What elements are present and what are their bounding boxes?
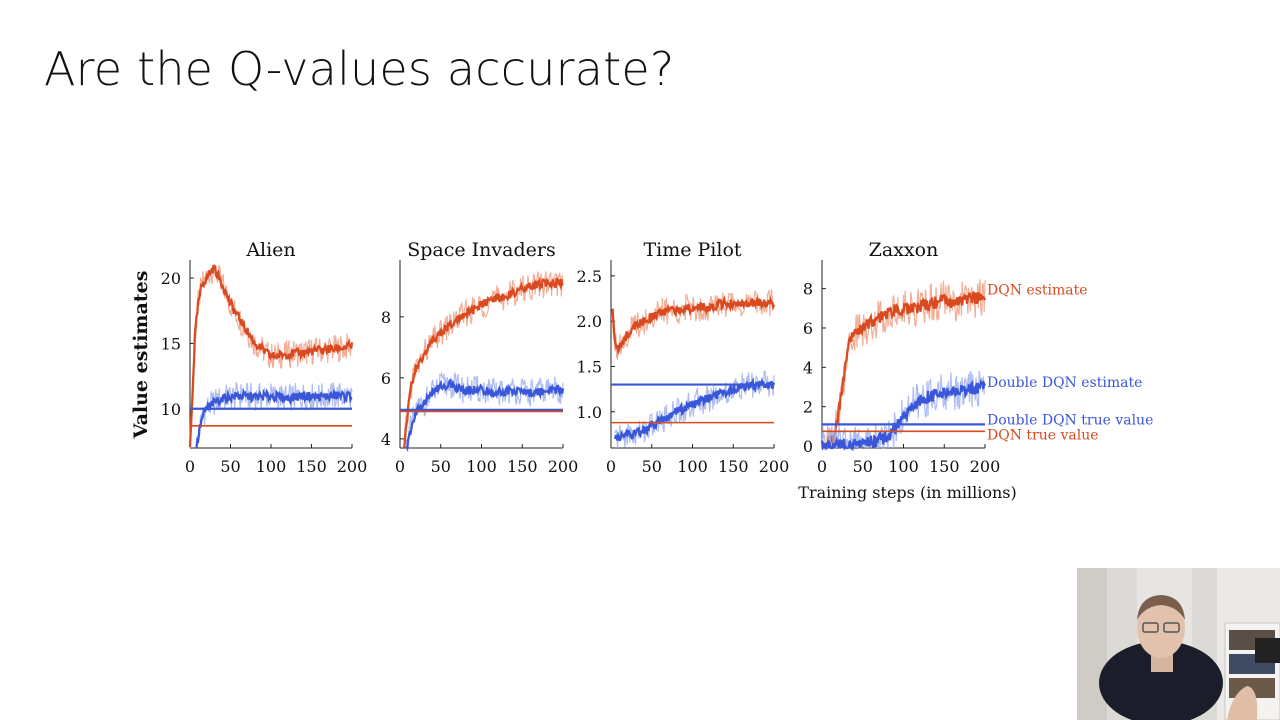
x-tick-label: 50 (642, 457, 662, 476)
series-band-dqn-estimate (822, 279, 986, 450)
x-tick-label: 200 (337, 457, 368, 476)
x-tick-label: 50 (220, 457, 240, 476)
y-tick-label: 2.5 (577, 267, 602, 286)
series-double-dqn-estimate (820, 379, 987, 452)
chart-title-time-pilot: Time Pilot (643, 239, 741, 261)
x-tick-label: 150 (718, 457, 749, 476)
series-label-double-dqn-true-value: Double DQN true value (987, 412, 1153, 428)
series-band-double-dqn-estimate (821, 370, 986, 449)
slide-title: Are the Q-values accurate? (44, 42, 675, 96)
y-tick-label: 1.5 (577, 357, 602, 376)
x-tick-label: 150 (296, 457, 327, 476)
chart-title-space-invaders: Space Invaders (407, 239, 555, 261)
presenter-image (1077, 568, 1280, 720)
y-tick-label: 20 (161, 269, 181, 288)
series-dqn-estimate (821, 291, 987, 450)
series-double-dqn-estimate (613, 377, 776, 442)
x-tick-label: 50 (431, 457, 451, 476)
x-tick-label: 200 (548, 457, 579, 476)
x-tick-label: 150 (929, 457, 960, 476)
y-tick-label: 2.0 (577, 312, 602, 331)
series-dqn-estimate (188, 264, 354, 448)
series-band-dqn-estimate (403, 271, 564, 442)
series-dqn-estimate (611, 295, 776, 356)
x-tick-label: 0 (606, 457, 616, 476)
series-double-dqn-estimate (195, 387, 353, 449)
x-tick-label: 100 (677, 457, 708, 476)
y-tick-label: 8 (803, 280, 813, 299)
x-tick-label: 100 (466, 457, 497, 476)
series-label-dqn-estimate: DQN estimate (987, 283, 1088, 299)
y-tick-label: 15 (161, 334, 181, 353)
y-tick-label: 10 (161, 400, 181, 419)
x-tick-label: 100 (256, 457, 287, 476)
y-tick-label: 6 (381, 369, 391, 388)
y-tick-label: 1.0 (577, 403, 602, 422)
series-label-double-dqn-estimate: Double DQN estimate (987, 375, 1142, 391)
series-dqn-estimate (402, 276, 564, 449)
x-tick-label: 100 (888, 457, 919, 476)
x-tick-label: 50 (853, 457, 873, 476)
chart-title-zaxxon: Zaxxon (869, 239, 939, 261)
chart-time-pilot: Time Pilot 0 50 100 150 200 1.0 1.5 2.0 2.5 (577, 239, 790, 476)
x-tick-label: 0 (817, 457, 827, 476)
chart-alien: Alien 0 50 100 150 200 10 15 20 Value estimates (130, 239, 367, 476)
y-tick-label: 4 (381, 430, 391, 449)
x-axis-label: Training steps (in millions) (798, 483, 1016, 502)
chart-zaxxon: Zaxxon 0 50 100 150 200 0 2 4 6 8 DQN estimate Doubl… (798, 239, 1153, 502)
y-tick-label: 4 (803, 358, 813, 377)
webcam-feed (1077, 568, 1280, 720)
y-tick-label: 8 (381, 308, 391, 327)
x-tick-label: 0 (185, 457, 195, 476)
series-label-dqn-true-value: DQN true value (987, 427, 1099, 443)
series-band-dqn-estimate (612, 289, 775, 361)
x-tick-label: 150 (507, 457, 538, 476)
x-tick-label: 200 (759, 457, 790, 476)
y-tick-label: 6 (803, 319, 813, 338)
y-tick-label: 2 (803, 398, 813, 417)
y-axis-label: Value estimates (130, 271, 152, 440)
chart-title-alien: Alien (245, 239, 295, 261)
chart-space-invaders: Space Invaders 0 50 100 150 200 4 6 8 (381, 239, 578, 476)
series-band-double-dqn-estimate (195, 382, 353, 449)
series-double-dqn-estimate (405, 378, 565, 453)
x-tick-label: 200 (970, 457, 1001, 476)
y-tick-label: 0 (803, 437, 813, 456)
x-tick-label: 0 (395, 457, 405, 476)
